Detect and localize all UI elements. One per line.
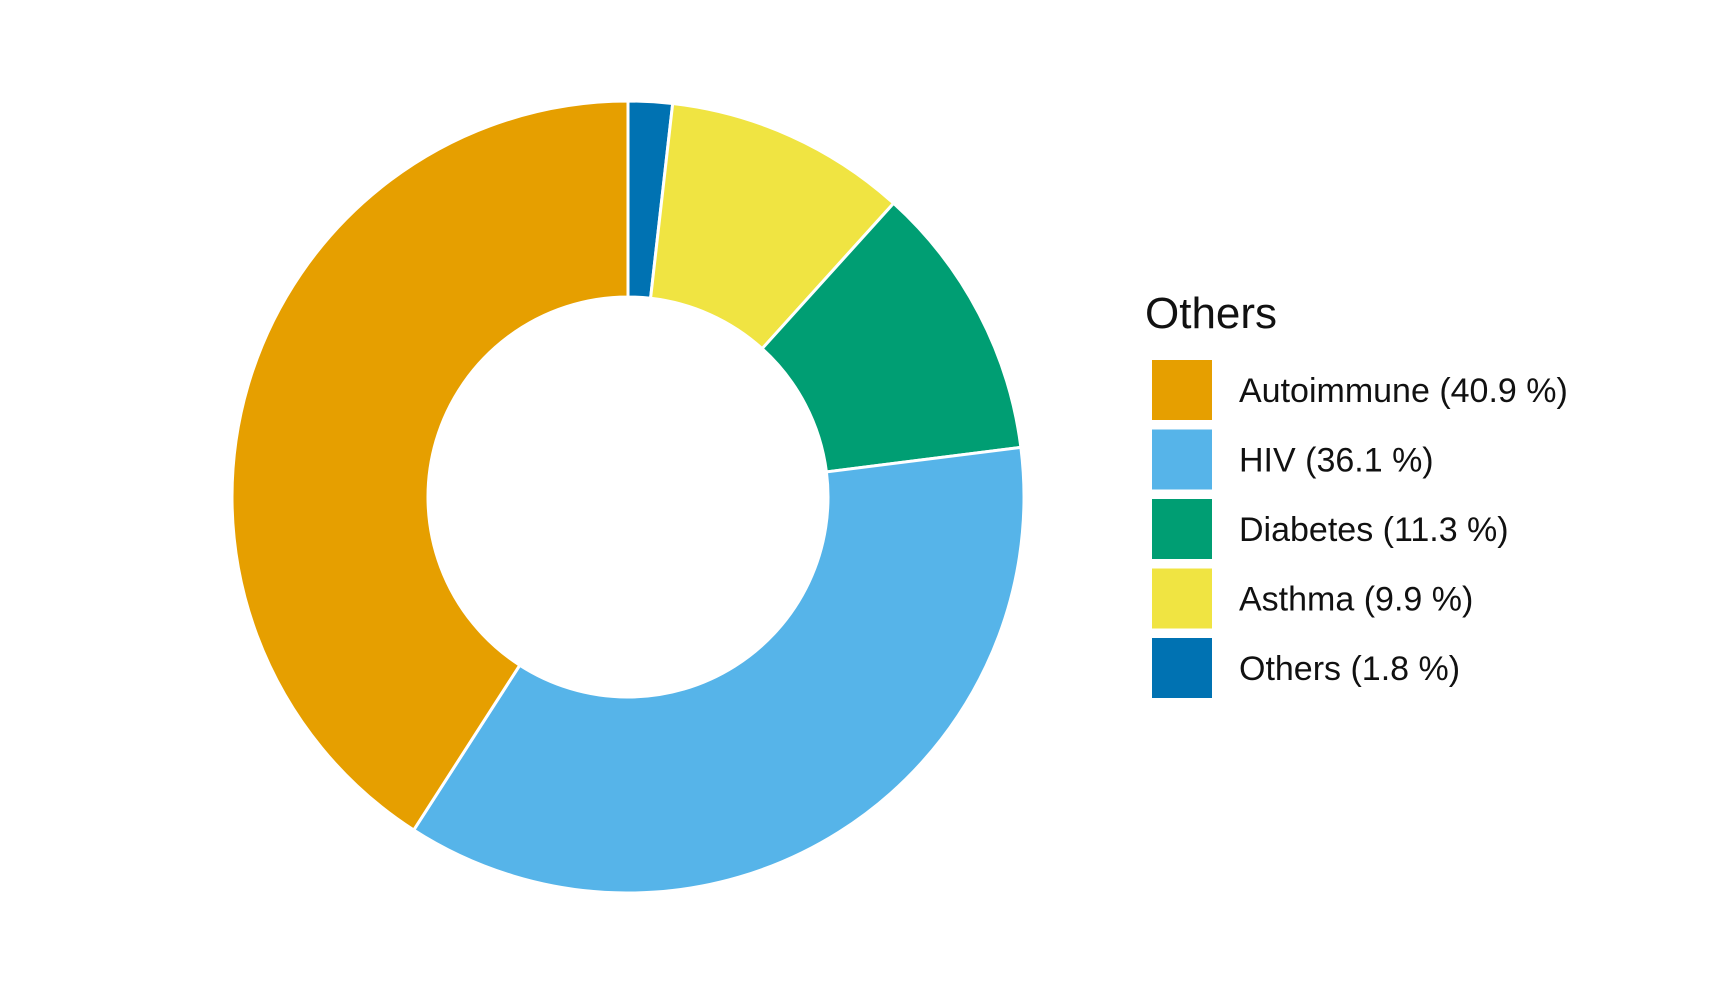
legend-swatch-asthma	[1152, 568, 1212, 629]
legend-label-autoimmune: Autoimmune (40.9 %)	[1239, 372, 1568, 410]
legend-label-asthma: Asthma (9.9 %)	[1239, 581, 1473, 619]
legend-label-hiv: HIV (36.1 %)	[1239, 442, 1434, 480]
legend-swatch-diabetes	[1152, 499, 1212, 559]
legend-items: Autoimmune (40.9 %) HIV (36.1 %) Diabetes …	[1152, 360, 1568, 698]
legend-swatch-others	[1152, 638, 1212, 698]
legend-title: Others	[1145, 289, 1277, 338]
donut-slice-hiv	[411, 445, 1026, 895]
donut-slices	[230, 99, 1026, 895]
donut-slice-autoimmune	[230, 99, 630, 833]
legend-swatch-hiv	[1152, 429, 1212, 490]
legend-swatch-autoimmune	[1152, 360, 1212, 420]
legend-label-diabetes: Diabetes (11.3 %)	[1239, 511, 1509, 549]
legend: Others Autoimmune (40.9 %) HIV (36.1 %) Di…	[1145, 289, 1568, 698]
legend-label-others: Others (1.8 %)	[1239, 650, 1460, 688]
